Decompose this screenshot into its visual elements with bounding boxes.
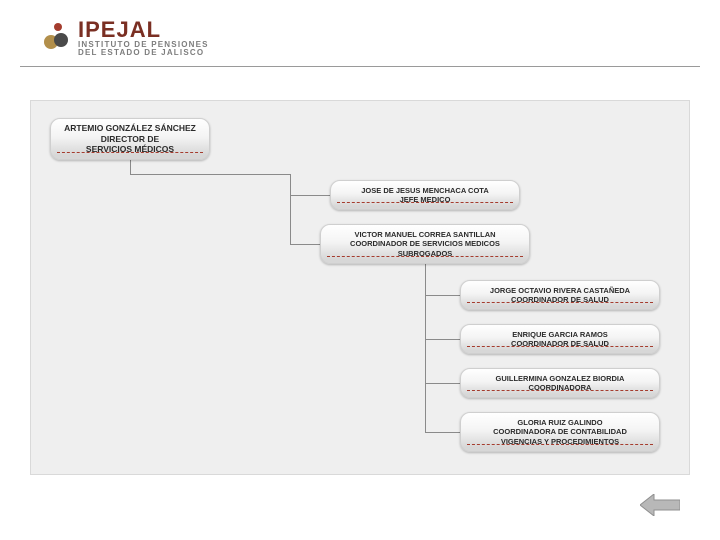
connector — [130, 174, 290, 175]
connector — [290, 174, 291, 244]
logo-subtitle-2: DEL ESTADO DE JALISCO — [78, 49, 209, 57]
org-node-role: COORDINADOR DE SALUD — [511, 339, 609, 348]
org-node: JOSE DE JESUS MENCHACA COTA JEFE MEDICO — [330, 180, 520, 210]
logo-icon — [40, 23, 70, 53]
connector — [425, 264, 426, 265]
org-node-name: VICTOR MANUEL CORREA SANTILLAN — [354, 230, 495, 239]
org-node-role: COORDINADORA — [529, 383, 592, 392]
org-node: JORGE OCTAVIO RIVERA CASTAÑEDA COORDINAD… — [460, 280, 660, 310]
org-node-name: GLORIA RUIZ GALINDO — [517, 418, 602, 427]
org-node-name: ARTEMIO GONZÁLEZ SÁNCHEZ — [64, 123, 196, 134]
org-node-role: DIRECTOR DE SERVICIOS MÉDICOS — [86, 134, 174, 155]
back-arrow-button[interactable] — [640, 494, 680, 516]
org-node-name: GUILLERMINA GONZALEZ BIORDIA — [496, 374, 625, 383]
connector — [425, 432, 460, 433]
logo-title: IPEJAL — [78, 18, 209, 41]
org-node-root: ARTEMIO GONZÁLEZ SÁNCHEZ DIRECTOR DE SER… — [50, 118, 210, 160]
org-node: GUILLERMINA GONZALEZ BIORDIA COORDINADOR… — [460, 368, 660, 398]
connector — [425, 339, 460, 340]
divider — [20, 66, 700, 67]
org-node: ENRIQUE GARCIA RAMOS COORDINADOR DE SALU… — [460, 324, 660, 354]
org-node: VICTOR MANUEL CORREA SANTILLAN COORDINAD… — [320, 224, 530, 264]
org-node-role: COORDINADOR DE SALUD — [511, 295, 609, 304]
connector — [290, 195, 330, 196]
connector — [425, 383, 460, 384]
connector — [290, 244, 320, 245]
org-node-name: JORGE OCTAVIO RIVERA CASTAÑEDA — [490, 286, 630, 295]
org-node-name: ENRIQUE GARCIA RAMOS — [512, 330, 608, 339]
org-node-role: COORDINADOR DE SERVICIOS MEDICOS SUBROGA… — [350, 239, 500, 258]
connector — [425, 295, 460, 296]
org-node-role: COORDINADORA DE CONTABILIDAD VIGENCIAS Y… — [493, 427, 627, 446]
org-node-role: JEFE MEDICO — [400, 195, 451, 204]
connector — [130, 160, 131, 174]
arrow-left-icon — [640, 494, 680, 516]
org-node-name: JOSE DE JESUS MENCHACA COTA — [361, 186, 489, 195]
slide: IPEJAL INSTITUTO DE PENSIONES DEL ESTADO… — [0, 0, 720, 540]
org-node: GLORIA RUIZ GALINDO COORDINADORA DE CONT… — [460, 412, 660, 452]
connector — [425, 264, 426, 432]
logo: IPEJAL INSTITUTO DE PENSIONES DEL ESTADO… — [40, 18, 209, 58]
